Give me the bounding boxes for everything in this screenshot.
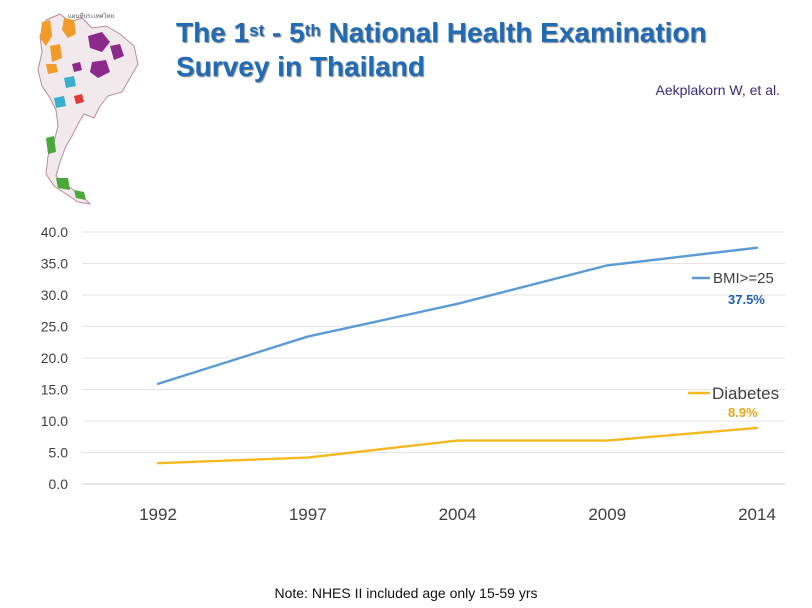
- map-region-north-1: [40, 20, 52, 46]
- map-region-north-4: [46, 64, 58, 74]
- title-sup2: th: [304, 21, 321, 40]
- data-point: [606, 264, 609, 267]
- map-region-central-1: [64, 76, 76, 88]
- map-region-northeast-2: [110, 44, 124, 60]
- map-region-central-2: [54, 96, 66, 108]
- x-tick-label: 2014: [738, 505, 776, 524]
- data-point: [306, 456, 309, 459]
- y-tick-label: 0.0: [49, 476, 69, 492]
- data-point: [755, 246, 759, 249]
- x-tick-label: 2009: [588, 505, 626, 524]
- map-region-northeast-3: [90, 60, 110, 78]
- map-region-north-3: [50, 44, 62, 62]
- title-sup1: st: [249, 21, 265, 40]
- title-part3: National Health Examination: [320, 17, 707, 48]
- data-point: [156, 382, 160, 386]
- y-tick-label: 30.0: [41, 287, 68, 303]
- y-tick-label: 15.0: [41, 382, 68, 398]
- map-region-northeast-4: [72, 62, 82, 72]
- legend-label-diabetes: Diabetes: [712, 384, 779, 403]
- series-labels: BMI>=25 37.5% Diabetes 8.9%: [688, 270, 779, 420]
- title-part2: - 5: [264, 17, 305, 48]
- map-region-northeast-1: [88, 32, 110, 52]
- map-region-south-1: [46, 136, 56, 154]
- page-title: The 1st - 5th National Health Examinatio…: [176, 16, 806, 84]
- series-line-diabetes: [157, 426, 758, 465]
- legend-label-bmi: BMI>=25: [713, 270, 774, 287]
- map-outline: [37, 13, 139, 205]
- map-region-bangkok: [74, 94, 84, 104]
- y-tick-label: 20.0: [41, 350, 68, 366]
- chart-series: [156, 246, 759, 465]
- chart-grid: [82, 231, 785, 485]
- y-tick-label: 35.0: [41, 256, 68, 272]
- map-region-south-2: [56, 178, 70, 190]
- y-tick-label: 10.0: [41, 413, 68, 429]
- y-tick-label: 25.0: [41, 319, 68, 335]
- data-point: [456, 439, 459, 442]
- footnote: Note: NHES II included age only 15-59 yr…: [274, 585, 538, 601]
- x-tick-label: 2004: [439, 505, 477, 524]
- data-point: [306, 335, 309, 338]
- data-point: [755, 426, 759, 430]
- series-line-bmi: [157, 246, 758, 385]
- map-caption: แผนที่ประเทศไทย: [68, 12, 114, 20]
- title-part1: The 1: [176, 17, 250, 48]
- data-point: [456, 302, 459, 306]
- map-region-north-2: [62, 18, 76, 38]
- line-chart: 0.05.010.015.020.025.030.035.040.0 1992 1…: [41, 224, 785, 524]
- data-point: [606, 439, 609, 442]
- end-label-bmi: 37.5%: [728, 292, 765, 307]
- thailand-map-image: แผนที่ประเทศไทย: [37, 12, 139, 205]
- x-axis: 1992 1997 2004 2009 2014: [139, 505, 776, 524]
- end-label-diabetes: 8.9%: [728, 405, 758, 420]
- map-region-south-3: [74, 190, 86, 200]
- y-tick-label: 5.0: [49, 445, 69, 461]
- x-tick-label: 1997: [289, 505, 327, 524]
- x-tick-label: 1992: [139, 505, 177, 524]
- author-credit: Aekplakorn W, et al.: [655, 82, 780, 98]
- data-point: [156, 462, 160, 465]
- y-axis: 0.0 5.0 10.0 15.0 20.0 25.0 30.0 35.0 40.0: [41, 224, 68, 492]
- y-tick-label: 40.0: [41, 224, 68, 240]
- title-line2: Survey in Thailand: [176, 51, 425, 82]
